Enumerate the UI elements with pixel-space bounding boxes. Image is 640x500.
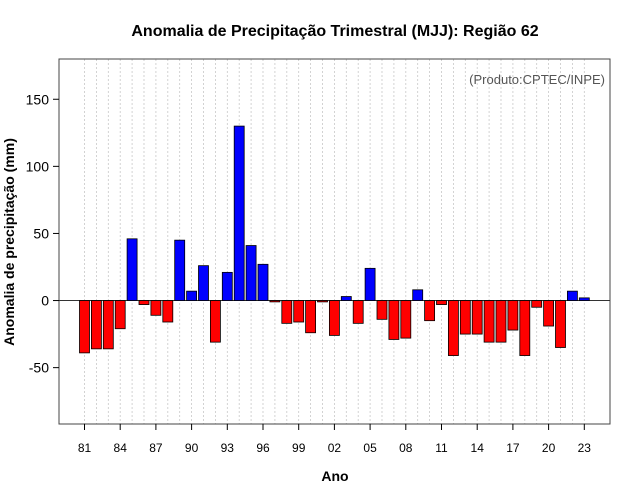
y-tick-label: -50	[29, 360, 49, 376]
bar-2006	[376, 300, 388, 320]
bar-2011	[436, 300, 447, 305]
bar-1998	[281, 300, 293, 324]
x-tick-label: 02	[328, 441, 342, 455]
bar-2022	[567, 290, 578, 301]
grid-lines	[84, 59, 585, 424]
bar-2007	[388, 300, 400, 340]
bar-1987	[150, 300, 162, 316]
y-tick-label: 50	[33, 225, 49, 241]
x-tick-label: 08	[399, 441, 413, 455]
bars	[79, 125, 590, 356]
bar-1994	[233, 125, 245, 301]
bar-1983	[102, 300, 114, 350]
y-axis-label: Anomalia de precipitação (mm)	[1, 138, 17, 346]
bar-2010	[424, 300, 436, 322]
bar-1999	[293, 300, 305, 323]
bar-1985	[126, 238, 138, 301]
bar-1992	[209, 300, 221, 343]
bar-1990	[186, 290, 198, 301]
bar-2008	[400, 300, 412, 339]
x-tick-label: 11	[435, 441, 448, 455]
bar-1982	[91, 300, 102, 350]
bar-2014	[471, 300, 483, 335]
bar-2019	[531, 300, 543, 308]
x-tick-label: 23	[578, 441, 592, 455]
bar-2009	[412, 289, 424, 301]
x-tick-label: 99	[292, 441, 306, 455]
bar-1984	[114, 300, 126, 330]
bar-1981	[79, 300, 90, 354]
x-tick-label: 81	[78, 441, 92, 455]
bar-1996	[257, 263, 269, 301]
bar-1986	[138, 300, 150, 305]
x-tick-label: 05	[363, 441, 377, 455]
bar-2004	[352, 300, 364, 324]
bar-1989	[174, 239, 186, 301]
x-axis-label: Ano	[321, 468, 348, 484]
plot-frame	[58, 58, 611, 425]
bar-2013	[459, 300, 471, 335]
x-tick-label: 20	[542, 441, 556, 455]
y-axis: -50 0 50 100 150	[26, 91, 59, 376]
bar-1997	[269, 300, 281, 303]
x-axis: 81 84 87 90 93 96 99 02 05 08 11 14 17 20 23	[78, 424, 591, 455]
x-tick-label: 87	[149, 441, 163, 455]
bar-2016	[495, 300, 507, 343]
x-tick-label: 90	[185, 441, 199, 455]
x-tick-label: 96	[256, 441, 270, 455]
x-tick-label: 17	[506, 441, 520, 455]
x-tick-label: 14	[471, 441, 485, 455]
bar-2020	[543, 300, 554, 327]
bar-2017	[507, 300, 519, 331]
bar-1993	[221, 271, 233, 301]
bar-2002	[328, 300, 340, 336]
chart-title: Anomalia de Precipitação Trimestral (MJJ…	[131, 23, 538, 40]
x-tick-label: 93	[221, 441, 235, 455]
bar-2018	[519, 300, 531, 356]
y-tick-label: 100	[26, 158, 50, 174]
bar-2023	[578, 297, 590, 301]
credit-label: (Produto:CPTEC/INPE)	[469, 72, 605, 87]
bar-2003	[340, 296, 352, 301]
bar-1991	[198, 265, 209, 301]
x-tick-label: 84	[114, 441, 128, 455]
bar-2021	[555, 300, 566, 348]
y-tick-label: 0	[41, 293, 49, 309]
bar-1988	[162, 300, 174, 323]
bar-2000	[305, 300, 317, 334]
bar-2001	[317, 300, 328, 303]
bar-2005	[364, 267, 376, 301]
y-tick-label: 150	[26, 91, 50, 107]
bar-1995	[245, 245, 257, 301]
bar-2012	[447, 300, 459, 356]
bar-2015	[483, 300, 495, 343]
